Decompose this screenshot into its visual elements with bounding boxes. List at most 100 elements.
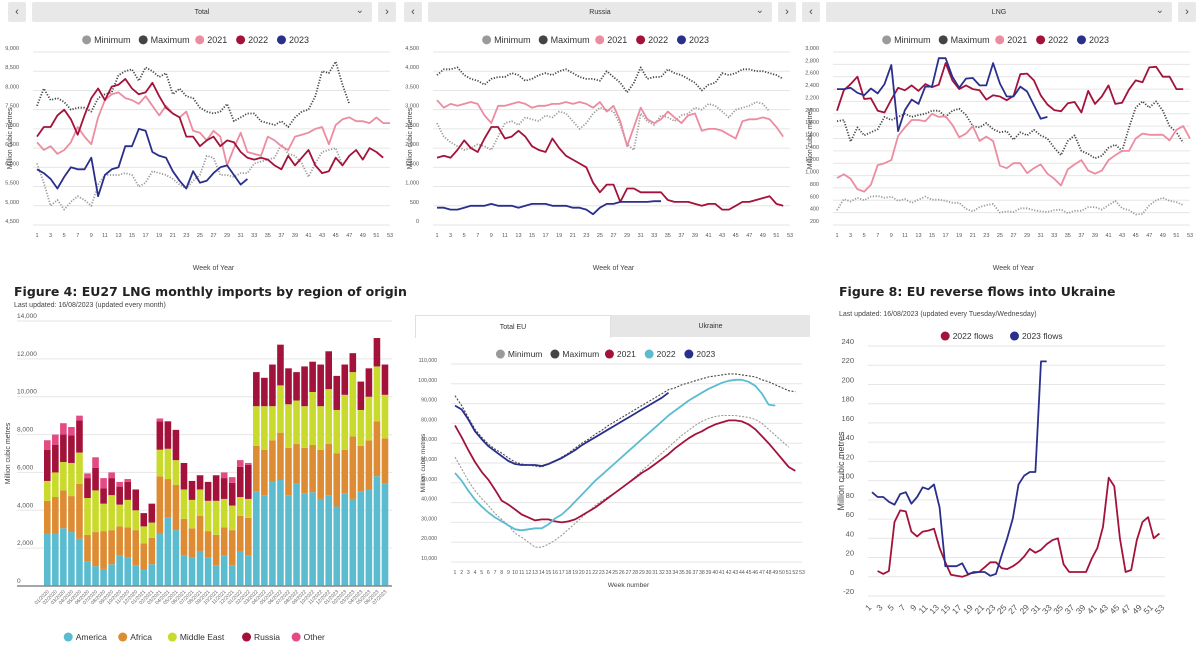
y-tick-label: 2,800 [805,58,819,64]
x-tick-label: 42 [726,570,732,576]
prev-button[interactable]: ‹ [8,2,26,22]
bar-segment-middle-east [140,526,148,544]
bar-segment-middle-east [108,495,115,531]
bar-segment-other [76,415,83,421]
bar-segment-africa [52,497,59,533]
legend-marker [236,35,246,45]
x-tick-label: 52 [792,570,798,576]
bar-segment-russia [245,464,252,499]
bar-segment-middle-east [309,391,316,445]
y-tick-label: 60 [846,510,854,519]
bar-segment-russia [293,372,300,401]
bar-segment-russia [349,353,357,373]
x-tick-label: 5 [63,233,66,239]
x-tick-label: 7 [494,570,497,576]
legend-marker [138,35,148,45]
x-tick-label: 4 [474,570,477,576]
bar-segment-middle-east [261,406,268,450]
legend-label: 2023 [1089,35,1109,45]
figure8-subtitle: Last updated: 16/08/2023 (updated every … [839,311,1037,318]
bar-segment-russia [333,375,341,410]
chevron-down-icon: ⌄ [355,5,364,16]
bar-segment-america [317,498,324,586]
x-tick-label: 15 [929,233,935,239]
bar-segment-america [108,564,115,586]
x-tick-label: 1 [454,570,457,576]
y-tick-label: 6,000 [5,161,19,167]
tab-ukraine[interactable]: Ukraine [611,315,810,337]
bar-segment-middle-east [325,389,332,445]
x-tick-label: 19 [556,233,562,239]
y-tick-label: 600 [810,194,819,200]
bar-segment-middle-east [188,499,196,529]
panel-russia: ‹ Russia ⌄ › Minimum Maximum 2021 2022 2023 0… [400,0,800,280]
bar-segment-africa [381,438,389,484]
bar-segment-middle-east [301,406,308,448]
bar-segment-russia [228,482,236,506]
next-button[interactable]: › [1178,2,1196,22]
x-tick-label: 7 [76,233,79,239]
bar-segment-other [220,472,228,479]
x-tick-label: 5 [480,570,483,576]
bar-segment-america [68,532,75,586]
x-tick-label: 49 [360,233,366,239]
x-tick-label: 21 [570,233,576,239]
x-tick-label: 44 [739,570,745,576]
bar-segment-america [204,557,212,586]
x-tick-label: 43 [719,233,725,239]
bar-segment-middle-east [212,500,220,535]
x-tick-label: 35 [679,570,685,576]
x-tick-label: 45 [1133,233,1139,239]
bar-segment-other [44,440,51,450]
prev-button[interactable]: ‹ [404,2,422,22]
y-tick-label: 14,000 [17,313,37,320]
x-tick-label: 27 [610,233,616,239]
x-tick-label: 3 [849,233,852,239]
y-tick-label: 2,500 [405,123,419,129]
legend-marker [1010,331,1019,341]
bar-segment-africa [100,531,107,569]
y-tick-label: 200 [810,219,819,225]
x-tick-label: 5 [863,233,866,239]
next-button[interactable]: › [378,2,396,22]
bar-segment-africa [68,496,75,533]
legend-marker [940,331,950,341]
legend-label: Africa [130,632,152,642]
x-tick-label: 51 [786,570,792,576]
next-button[interactable]: › [778,2,796,22]
x-tick-label: 27 [626,570,632,576]
legend-label: Russia [254,632,280,642]
x-tick-label: 31 [638,233,644,239]
x-tick-label: 29 [639,570,645,576]
x-tick-label: 9 [90,233,93,239]
bar-segment-middle-east [44,480,51,501]
bar-segment-america [245,555,252,586]
bar-segment-africa [245,517,252,556]
legend-label: 2021 [617,349,636,359]
legend-marker [938,35,948,45]
x-tick-label: 11 [519,570,524,576]
bar-segment-africa [333,453,341,507]
x-tick-label: 32 [659,570,665,576]
x-tick-label: 9 [890,233,893,239]
tab-total-eu[interactable]: Total EU [415,315,612,338]
x-tick-label: 51 [1173,233,1179,239]
legend-label: Maximum [562,349,599,359]
region-dropdown[interactable]: Total ⌄ [32,2,372,22]
region-dropdown[interactable]: LNG ⌄ [826,2,1172,22]
y-tick-label: 20 [846,549,854,558]
y-tick-label: 2,200 [805,95,819,101]
legend-marker [167,632,177,642]
x-tick-label: 43 [1119,233,1125,239]
legend-label: 2022 [1048,35,1068,45]
x-tick-label: 3 [449,233,452,239]
region-dropdown[interactable]: Russia ⌄ [428,2,772,22]
x-tick-label: 31 [1038,233,1044,239]
bar-segment-middle-east [341,394,349,450]
bar-segment-russia [84,478,91,498]
y-tick-label: 70,000 [421,437,437,443]
prev-button[interactable]: ‹ [802,2,820,22]
y-tick-label: 40 [846,529,854,538]
series-line-2021 [454,419,796,524]
series-line-2021 [836,112,1191,193]
